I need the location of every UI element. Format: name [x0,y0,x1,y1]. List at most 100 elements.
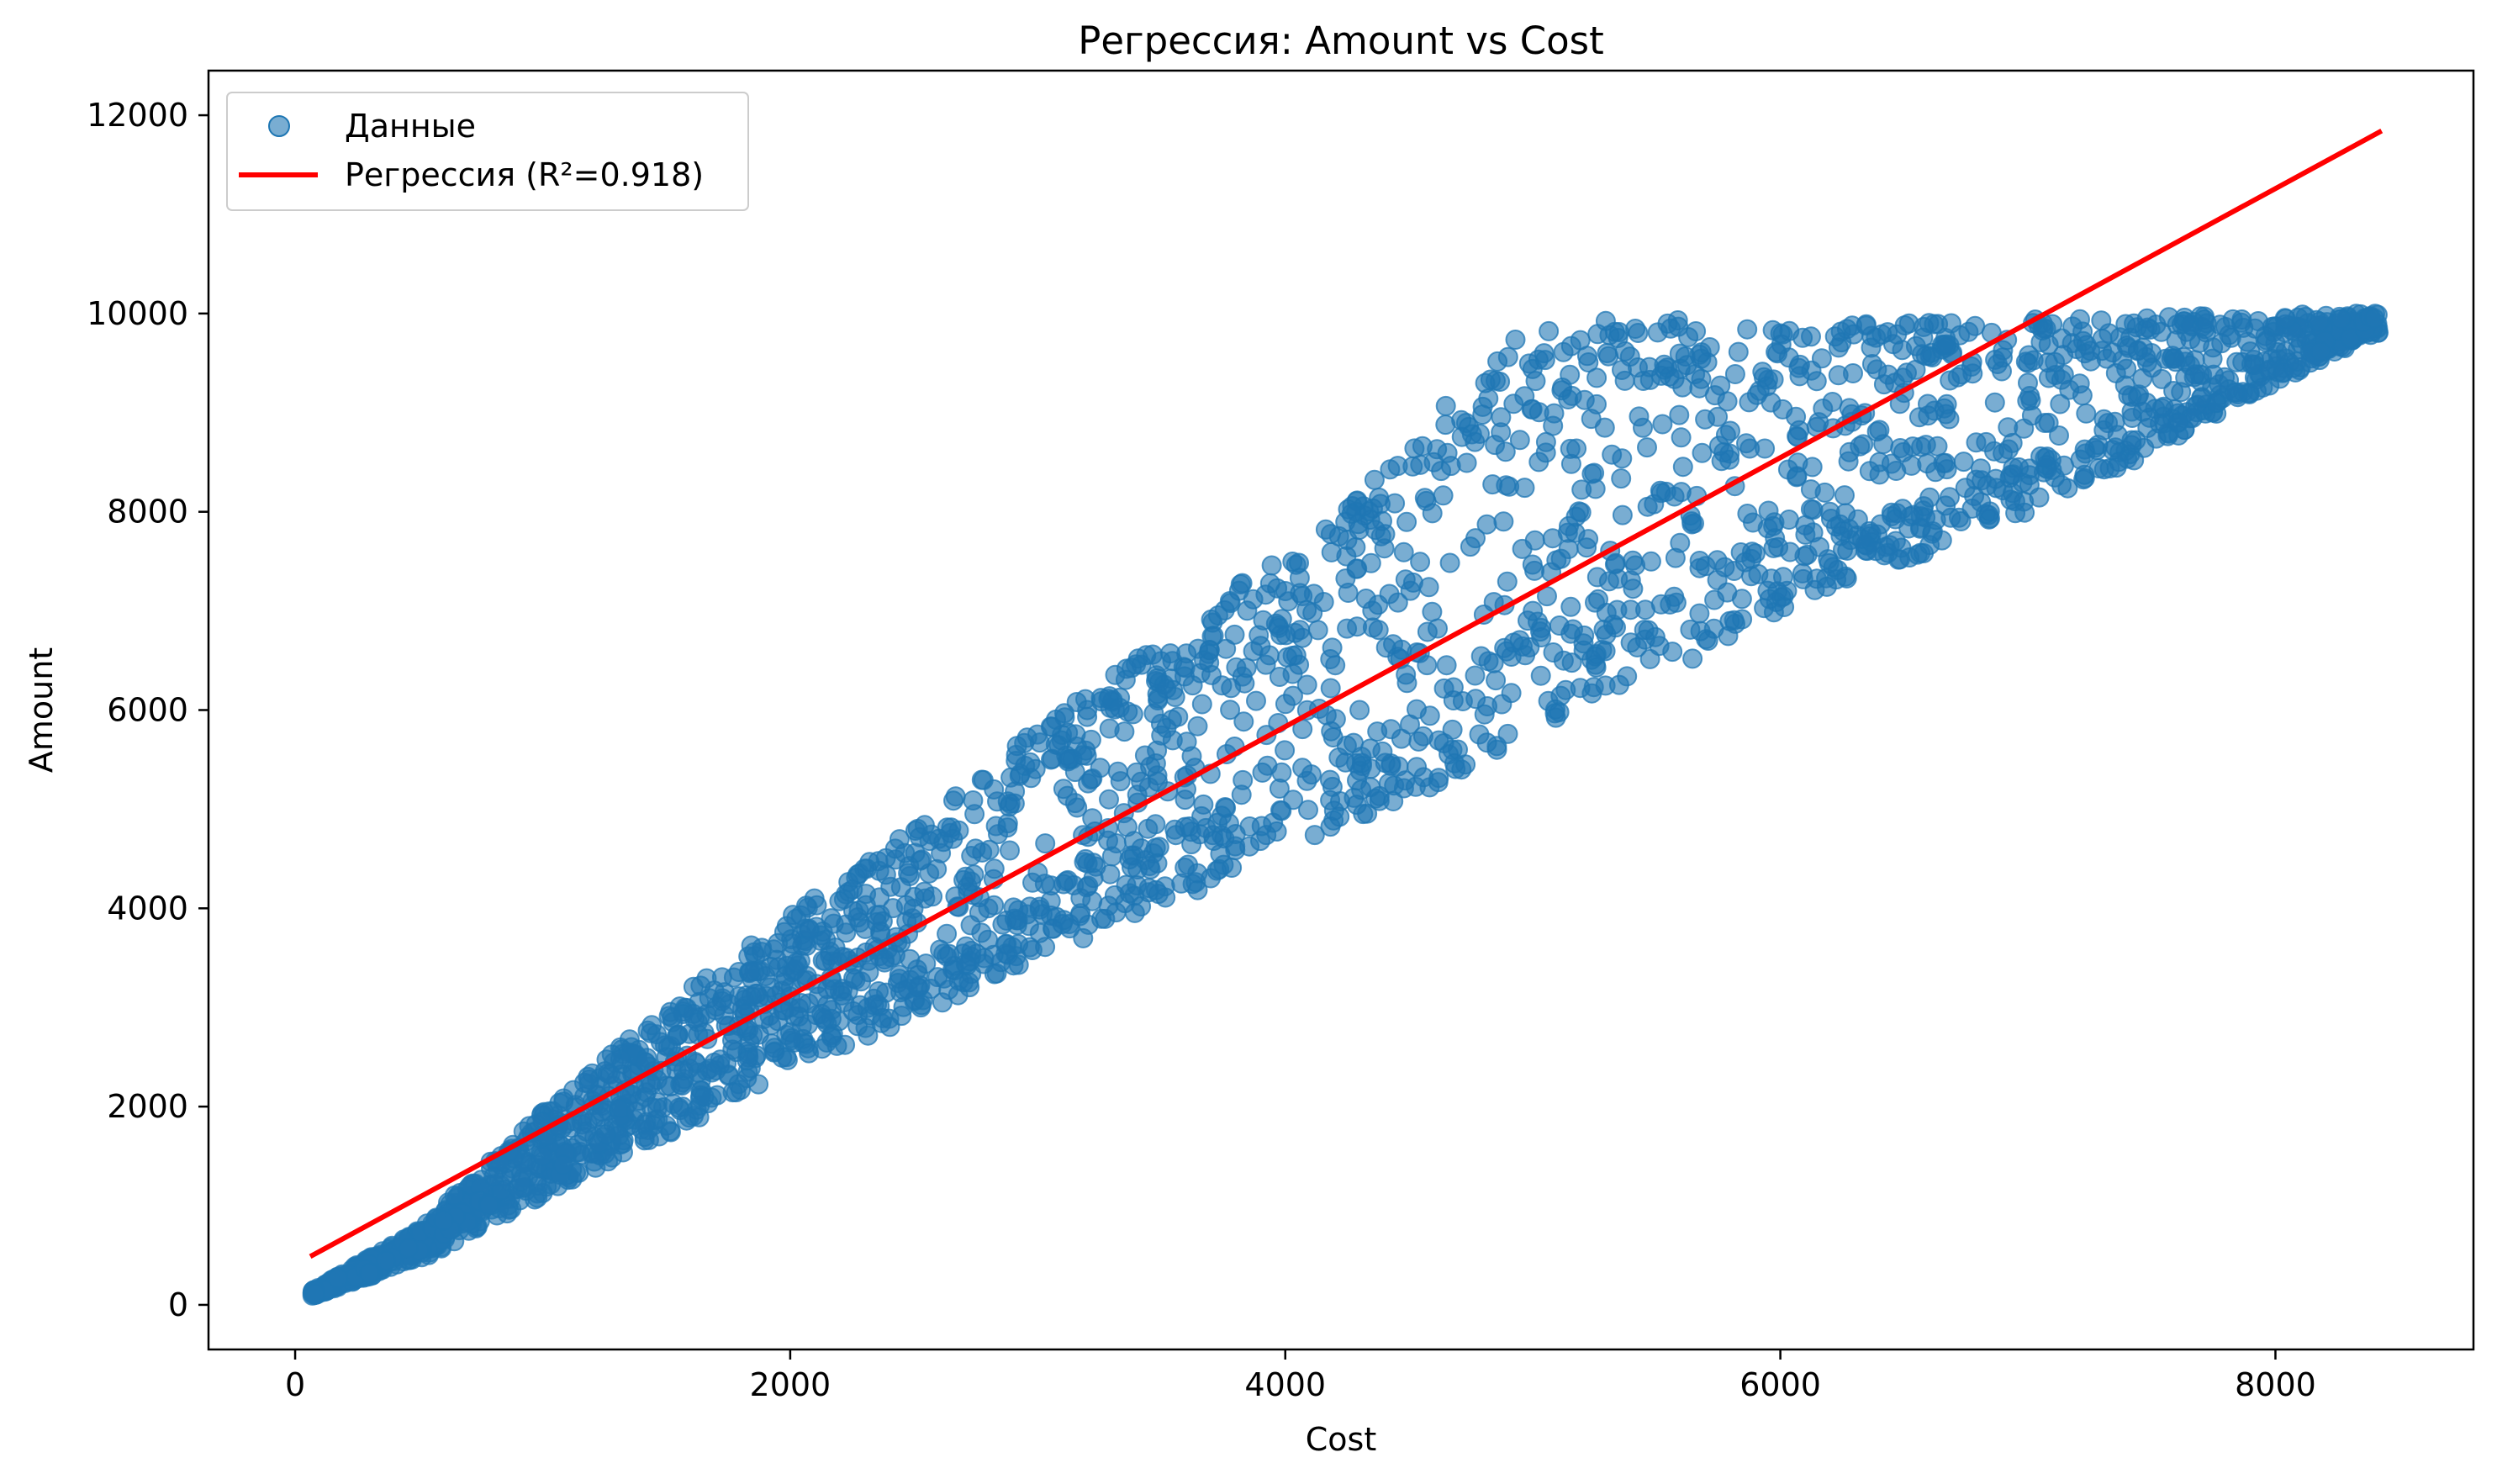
scatter-point [2252,377,2273,398]
scatter-point [1951,511,1972,531]
scatter-point [1887,324,1908,345]
scatter-point [1652,414,1673,435]
scatter-point [1233,711,1254,732]
scatter-point [781,1027,802,1048]
scatter-point [1162,730,1183,751]
scatter-point [1699,337,1720,357]
scatter-point [965,838,986,859]
scatter-point [1395,569,1416,590]
scatter-point [2151,321,2172,342]
scatter-point [1131,838,1152,859]
scatter-point [939,943,960,964]
scatter-point [1993,347,2013,368]
scatter-point [1571,479,1592,500]
scatter-point [398,1238,419,1259]
scatter-point [1423,452,1444,473]
scatter-point [1885,509,1906,530]
scatter-point [1597,343,1618,363]
scatter-point [1349,700,1370,721]
scatter-point [1054,703,1074,724]
scatter-point [2265,333,2286,354]
scatter-point [1691,368,1712,389]
scatter-point [1410,552,1431,573]
scatter-point [1561,652,1582,673]
scatter-point [1451,759,1472,780]
scatter-point [1156,679,1177,700]
scatter-point [1393,541,1414,562]
scatter-point [1341,504,1362,525]
scatter-point [1414,488,1435,509]
scatter-point [687,1011,708,1032]
scatter-point [1998,439,2019,460]
scatter-point [1927,436,1948,457]
scatter-point [1472,396,1493,417]
scatter-point [1122,857,1142,878]
scatter-point [855,895,876,916]
scatter-point [1261,555,1282,576]
scatter-point [1787,452,1808,473]
scatter-point [1465,431,1486,452]
scatter-point [1000,840,1020,861]
scatter-point [1175,666,1195,687]
scatter-point [1101,846,1122,867]
scatter-point [1814,482,1835,503]
scatter-point [1767,343,1788,364]
scatter-point [478,1195,499,1216]
scatter-point [2196,313,2217,334]
scatter-point [1436,655,1457,676]
scatter-point [1337,618,1358,639]
scatter-point [1304,825,1325,846]
scatter-point [2286,351,2307,372]
scatter-point [2209,374,2230,395]
scatter-point [1542,528,1563,549]
scatter-point [2003,464,2024,485]
scatter-point [2080,341,2101,362]
scatter-point [1612,504,1633,525]
scatter-point [1614,341,1635,362]
scatter-point [983,944,1004,965]
scatter-point [2076,403,2097,424]
scatter-point [1629,406,1650,427]
scatter-point [1344,732,1364,753]
scatter-point [1393,778,1414,799]
scatter-point [1922,523,1943,544]
scatter-point [1594,417,1615,438]
scatter-point [702,1062,722,1083]
scatter-point [1194,650,1214,671]
scatter-point [2121,430,2142,451]
y-axis-label: Amount [23,647,60,773]
scatter-point [1095,908,1116,929]
scatter-point [510,1171,531,1192]
scatter-point [1252,762,1273,783]
scatter-point [1745,543,1766,564]
scatter-point [1708,406,1729,427]
scatter-point [1442,719,1463,740]
scatter-point [1824,326,1845,347]
scatter-point [2241,354,2262,375]
scatter-point [1236,658,1257,679]
scatter-point [1505,330,1526,350]
scatter-point [1901,455,1922,476]
scatter-point [1715,425,1736,446]
scatter-point [1977,475,1998,496]
scatter-point [858,962,879,983]
scatter-point [2074,439,2095,460]
x-tick-label: 2000 [750,1366,831,1403]
scatter-point [816,929,837,950]
scatter-point [1491,422,1512,443]
scatter-point [1020,752,1041,773]
scatter-point [1191,694,1212,715]
scatter-point [1984,392,2005,413]
y-tick-label: 2000 [107,1088,188,1125]
scatter-point [1839,441,1860,462]
scatter-point [1774,597,1795,617]
scatter-point [875,864,896,885]
scatter-point [590,1106,611,1128]
legend-entry-data: Данные [345,108,476,145]
scatter-point [1635,599,1655,621]
scatter-point [1549,615,1570,636]
scatter-point [1357,803,1378,824]
y-tick-label: 6000 [107,692,188,729]
scatter-point [1828,365,1849,386]
